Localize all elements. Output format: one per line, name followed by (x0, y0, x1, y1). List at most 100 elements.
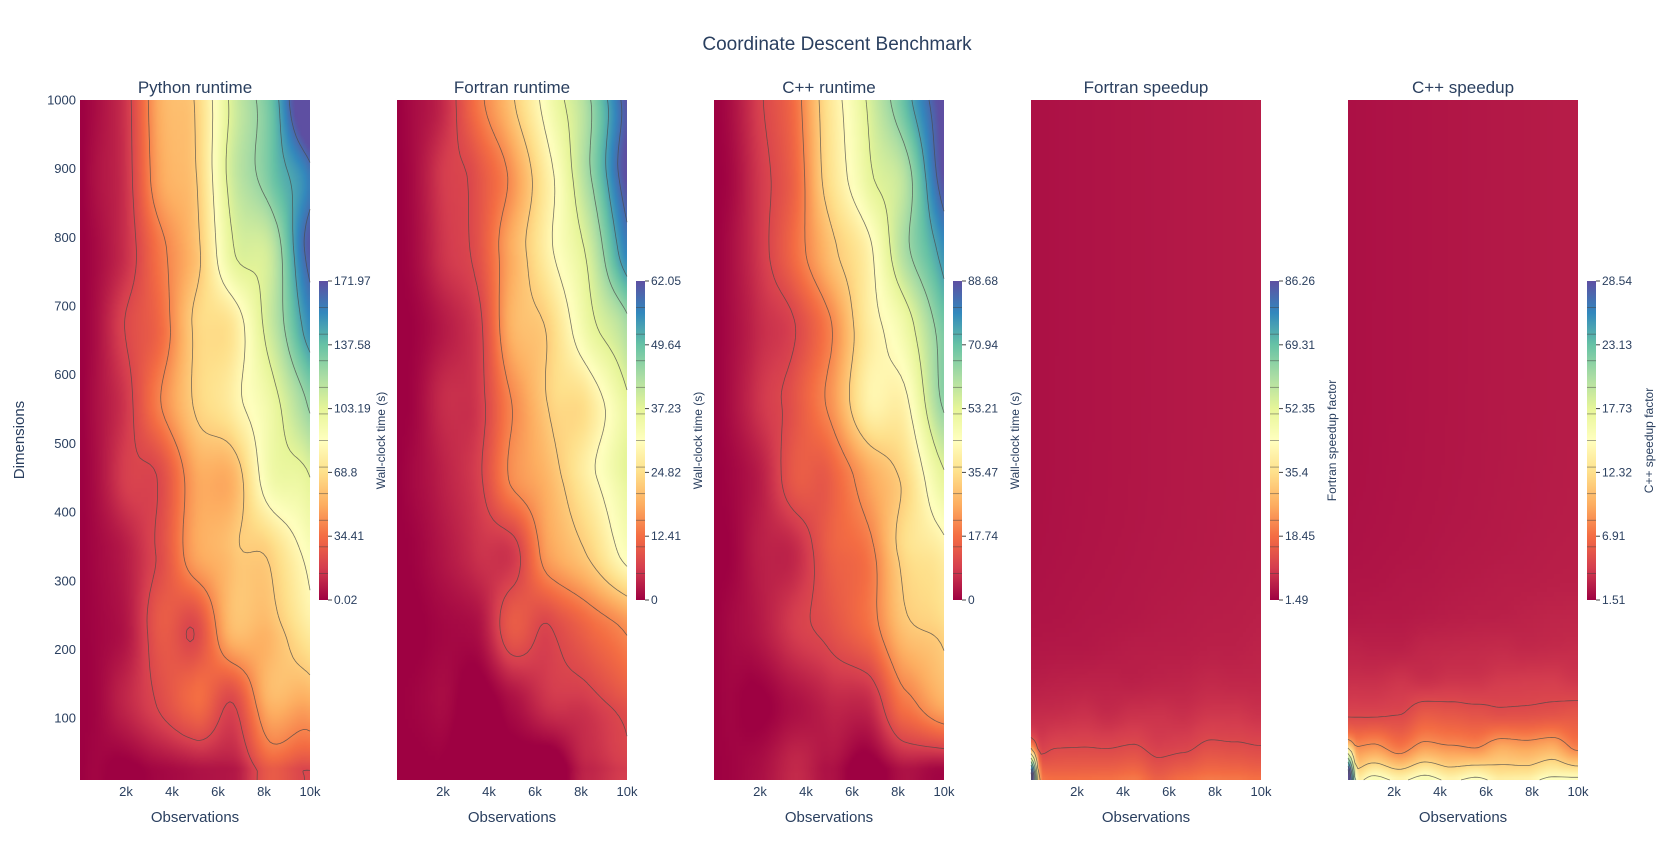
x-tick-label: 2k (436, 784, 450, 799)
subplot-title: Fortran speedup (1084, 78, 1209, 97)
colorbar-tick-label: 0 (968, 593, 975, 607)
x-tick-label: 6k (1479, 784, 1493, 799)
x-tick-label: 8k (257, 784, 271, 799)
contour-line (254, 99, 311, 414)
colorbar-tick-label: 23.13 (1602, 338, 1632, 352)
x-tick-label: 4k (799, 784, 813, 799)
x-axis-label: Observations (1419, 809, 1507, 826)
y-tick-label: 600 (54, 367, 76, 382)
y-tick-label: 400 (54, 505, 76, 520)
colorbar-title: Wall-clock time (s) (374, 392, 388, 490)
colorbar-tick-label: 52.35 (1285, 402, 1315, 416)
heatmap-surface (1031, 100, 1261, 780)
heatmap-surface (397, 100, 627, 780)
colorbar-tick-label: 0 (651, 593, 658, 607)
contour-line (605, 99, 628, 277)
contour-line (841, 99, 945, 536)
contour-line (1347, 761, 1353, 781)
x-tick-label: 2k (119, 784, 133, 799)
colorbar-tick-label: 35.47 (968, 465, 998, 479)
heatmap-surface (80, 100, 310, 780)
colorbar-title: Wall-clock time (s) (691, 392, 705, 490)
x-axis-label: Observations (785, 809, 873, 826)
contour-line (483, 99, 628, 636)
contour-line (1347, 753, 1578, 781)
x-tick-label: 6k (528, 784, 542, 799)
colorbar-tick-label: 12.41 (651, 529, 681, 543)
subplot-title: C++ runtime (782, 78, 876, 97)
x-tick-label: 10k (617, 784, 638, 799)
x-tick-label: 4k (1433, 784, 1447, 799)
contour-line (514, 99, 628, 597)
x-tick-label: 6k (845, 784, 859, 799)
colorbar-title: Fortran speedup factor (1325, 380, 1339, 501)
contour-line (1030, 747, 1041, 781)
y-tick-label: 900 (54, 161, 76, 176)
colorbar-tick-label: 17.74 (968, 529, 998, 543)
contour-line (191, 99, 311, 676)
subplot-title: Python runtime (138, 78, 252, 97)
contour-line (563, 99, 628, 391)
contour-line (539, 99, 628, 567)
y-tick-label: 300 (54, 573, 76, 588)
y-axis-label: Dimensions (11, 401, 28, 479)
x-tick-label: 4k (1116, 784, 1130, 799)
contour-line (455, 99, 628, 737)
subplot-3: C++ runtime 2k 4k 6k 8k 10k Observations 0 17.74… (714, 78, 1022, 826)
x-tick-label: 2k (753, 784, 767, 799)
colorbar-tick-label: 1.51 (1602, 593, 1626, 607)
subplot-5: C++ speedup 2k 4k 6k 8k 10k Observations 1.51 6.… (1347, 78, 1656, 826)
subplot-1: Python runtime 2k 4k 6k 8k 10k Observations 100… (47, 78, 388, 826)
contour-line (589, 99, 628, 314)
colorbar-tick-label: 35.4 (1285, 465, 1309, 479)
colorbar-tick-label: 86.26 (1285, 274, 1315, 288)
contour-line (928, 99, 945, 212)
colorbar-tick-label: 103.19 (334, 402, 371, 416)
x-tick-label: 4k (165, 784, 179, 799)
contour-line (890, 99, 945, 413)
colorbar-tick-label: 53.21 (968, 402, 998, 416)
contour-line (1030, 761, 1036, 781)
colorbar-tick-label: 69.31 (1285, 338, 1315, 352)
x-tick-label: 10k (300, 784, 321, 799)
contour-line (1030, 737, 1262, 758)
contour-line (147, 99, 311, 745)
colorbar-tick-label: 1.49 (1285, 593, 1309, 607)
x-axis-label: Observations (468, 809, 556, 826)
contour-line (278, 99, 311, 353)
x-tick-label: 2k (1070, 784, 1084, 799)
contour-line (1030, 757, 1037, 781)
colorbar-tick-label: 17.73 (1602, 402, 1632, 416)
contour-line (818, 99, 945, 651)
contour-line (1347, 765, 1352, 781)
chart-title: Coordinate Descent Benchmark (702, 34, 972, 55)
contour-line (1030, 753, 1038, 781)
subplot-title: Fortran runtime (454, 78, 570, 97)
colorbar-tick-label: 70.94 (968, 338, 998, 352)
colorbar-title: Wall-clock time (s) (1008, 392, 1022, 490)
x-tick-label: 8k (574, 784, 588, 799)
heatmap-surface (714, 100, 944, 780)
colorbar-tick-label: 12.32 (1602, 465, 1632, 479)
contour-line (865, 99, 945, 470)
contour-line (801, 99, 945, 725)
x-tick-label: 4k (482, 784, 496, 799)
contour-line (1030, 772, 1033, 781)
y-tick-label: 100 (54, 711, 76, 726)
colorbar-tick-label: 171.97 (334, 274, 371, 288)
x-axis-label: Observations (1102, 809, 1190, 826)
colorbar-tick-label: 49.64 (651, 338, 681, 352)
x-axis-label: Observations (151, 809, 239, 826)
colorbar-tick-label: 0.02 (334, 593, 358, 607)
colorbar-title: C++ speedup factor (1642, 388, 1656, 493)
y-tick-label: 1000 (47, 93, 76, 108)
colorbar-tick-label: 18.45 (1285, 529, 1315, 543)
y-tick-label: 800 (54, 230, 76, 245)
subplot-2: Fortran runtime 2k 4k 6k 8k 10k Observations 0 1… (397, 78, 705, 826)
x-tick-label: 8k (1525, 784, 1539, 799)
colorbar-tick-label: 37.23 (651, 402, 681, 416)
contour-line (1347, 700, 1579, 718)
x-tick-label: 6k (211, 784, 225, 799)
x-tick-label: 6k (1162, 784, 1176, 799)
